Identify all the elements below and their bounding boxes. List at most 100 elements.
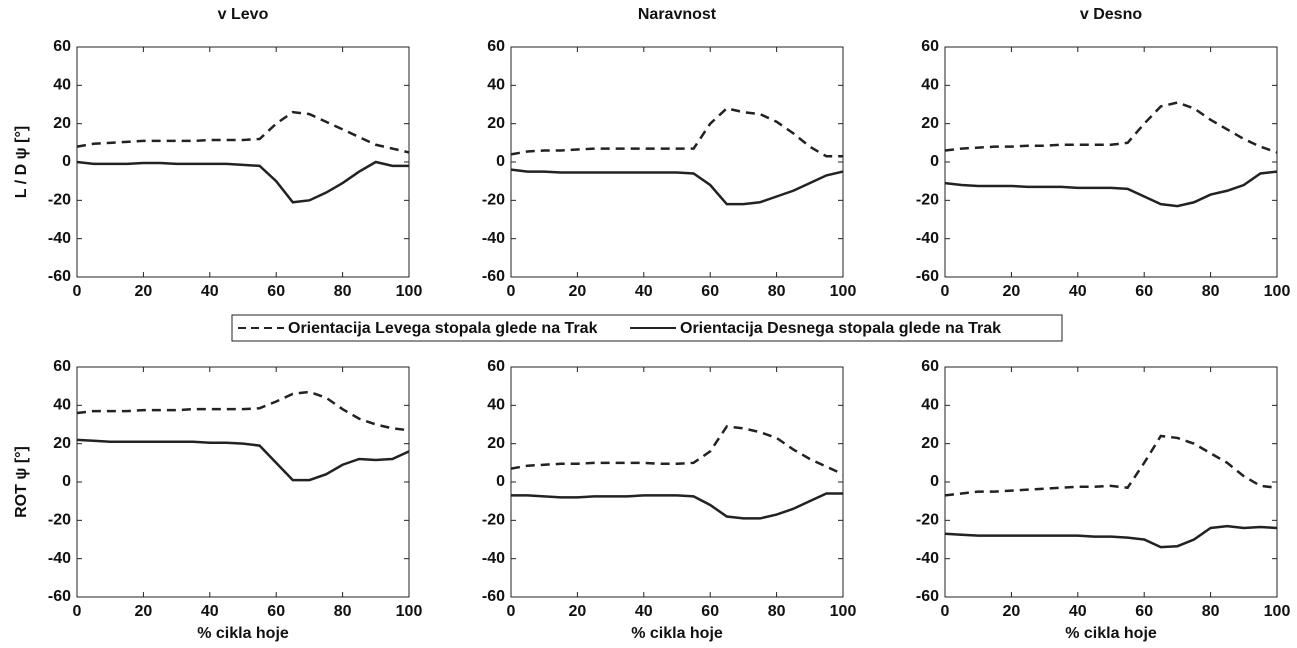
subplot-title: Naravnost <box>638 6 717 23</box>
x-tick-label: 0 <box>73 283 82 300</box>
x-tick-label: 0 <box>507 283 516 300</box>
x-tick-label: 100 <box>396 603 423 620</box>
x-tick-label: 100 <box>1264 603 1291 620</box>
y-tick-label: 0 <box>62 153 71 170</box>
y-axis-label: ROT ψ [°] <box>13 446 30 518</box>
x-tick-label: 100 <box>396 283 423 300</box>
y-tick-label: 40 <box>921 397 939 414</box>
y-tick-label: -60 <box>482 588 505 605</box>
legend: Orientacija Levega stopala glede na Trak… <box>231 314 1063 342</box>
subplot-title: v Levo <box>218 6 269 23</box>
y-tick-label: -40 <box>916 230 939 247</box>
y-tick-label: -20 <box>916 192 939 209</box>
x-tick-label: 80 <box>334 283 352 300</box>
y-tick-label: 0 <box>496 153 505 170</box>
y-tick-label: -20 <box>482 512 505 529</box>
plot-frame <box>76 366 410 598</box>
y-tick-label: 40 <box>487 77 505 94</box>
x-tick-label: 80 <box>768 283 786 300</box>
y-tick-label: -40 <box>48 230 71 247</box>
subplot: -60 -40 -20 0 20 40 60 0 20 40 60 80 100 Naravnost <box>482 6 857 300</box>
data-line <box>944 170 1278 208</box>
y-tick-label: 60 <box>53 358 71 375</box>
plot-frame <box>510 46 844 278</box>
y-tick-label: 20 <box>921 435 939 452</box>
x-tick-label: 80 <box>1202 603 1220 620</box>
y-tick-label: -20 <box>916 512 939 529</box>
y-tick-label: 60 <box>487 358 505 375</box>
x-tick-label: 20 <box>1003 603 1021 620</box>
legend-label: Orientacija Levega stopala glede na Trak <box>288 320 598 337</box>
y-tick-label: -20 <box>482 192 505 209</box>
y-tick-label: -60 <box>916 268 939 285</box>
y-tick-label: 40 <box>53 77 71 94</box>
data-line <box>76 110 410 154</box>
x-axis-label: % cikla hoje <box>197 625 289 642</box>
subplot: -60 -40 -20 0 20 40 60 0 20 40 60 80 100 % cikla hoje <box>916 358 1291 642</box>
data-line <box>944 524 1278 549</box>
x-tick-label: 0 <box>507 603 516 620</box>
x-tick-label: 20 <box>569 283 587 300</box>
data-line <box>511 492 843 520</box>
y-tick-label: -40 <box>48 550 71 567</box>
data-line <box>944 434 1278 497</box>
data-line <box>76 390 410 432</box>
subplot: -60 -40 -20 0 20 40 60 0 20 40 60 80 100 v Desno <box>916 6 1291 300</box>
x-tick-label: 100 <box>830 283 857 300</box>
x-tick-label: 40 <box>1069 603 1087 620</box>
y-tick-label: 40 <box>53 397 71 414</box>
x-tick-label: 20 <box>135 603 153 620</box>
x-tick-label: 100 <box>1264 283 1291 300</box>
data-line <box>510 425 844 476</box>
x-tick-label: 60 <box>701 283 719 300</box>
y-tick-label: -40 <box>482 550 505 567</box>
y-axis-label: L / D ψ [°] <box>13 126 30 198</box>
data-line <box>510 106 843 158</box>
y-tick-label: -40 <box>916 550 939 567</box>
y-tick-label: 20 <box>487 115 505 132</box>
y-tick-label: 20 <box>487 435 505 452</box>
legend-label: Orientacija Desnega stopala glede na Tra… <box>680 320 1001 337</box>
x-tick-label: 40 <box>1069 283 1087 300</box>
y-tick-label: 0 <box>930 153 939 170</box>
y-tick-label: -20 <box>48 192 71 209</box>
x-tick-label: 80 <box>334 603 352 620</box>
x-tick-label: 40 <box>201 603 219 620</box>
y-tick-label: 60 <box>921 358 939 375</box>
y-tick-label: 20 <box>53 435 71 452</box>
y-tick-label: -60 <box>48 588 71 605</box>
y-tick-label: 40 <box>487 397 505 414</box>
x-tick-label: 20 <box>569 603 587 620</box>
subplot: -60 -40 -20 0 20 40 60 0 20 40 60 80 100 % cikla hoje <box>482 358 857 642</box>
plot-frame <box>944 366 1278 598</box>
y-tick-label: 0 <box>62 473 71 490</box>
y-tick-label: -60 <box>48 268 71 285</box>
x-tick-label: 60 <box>1135 603 1153 620</box>
x-tick-label: 20 <box>135 283 153 300</box>
data-line <box>76 438 410 482</box>
y-tick-label: 0 <box>930 473 939 490</box>
plot-frame <box>510 366 844 598</box>
y-tick-label: 60 <box>53 38 71 55</box>
y-tick-label: 20 <box>921 115 939 132</box>
x-tick-label: 40 <box>635 283 653 300</box>
x-tick-label: 80 <box>1202 283 1220 300</box>
x-axis-label: % cikla hoje <box>1065 625 1157 642</box>
data-line <box>944 101 1278 154</box>
subplot-title: v Desno <box>1080 6 1142 23</box>
x-tick-label: 80 <box>768 603 786 620</box>
subplot: -60 -40 -20 0 20 40 60 0 20 40 60 80 100 v Levo L / D … <box>13 6 422 300</box>
data-line <box>510 168 844 206</box>
x-tick-label: 60 <box>1135 283 1153 300</box>
x-tick-label: 40 <box>201 283 219 300</box>
x-tick-label: 20 <box>1003 283 1021 300</box>
y-tick-label: 60 <box>487 38 505 55</box>
x-tick-label: 60 <box>701 603 719 620</box>
y-tick-label: 20 <box>53 115 71 132</box>
x-tick-label: 0 <box>941 603 950 620</box>
y-tick-label: -20 <box>48 512 71 529</box>
y-tick-label: -40 <box>482 230 505 247</box>
x-axis-label: % cikla hoje <box>631 625 723 642</box>
plot-frame <box>76 46 410 278</box>
